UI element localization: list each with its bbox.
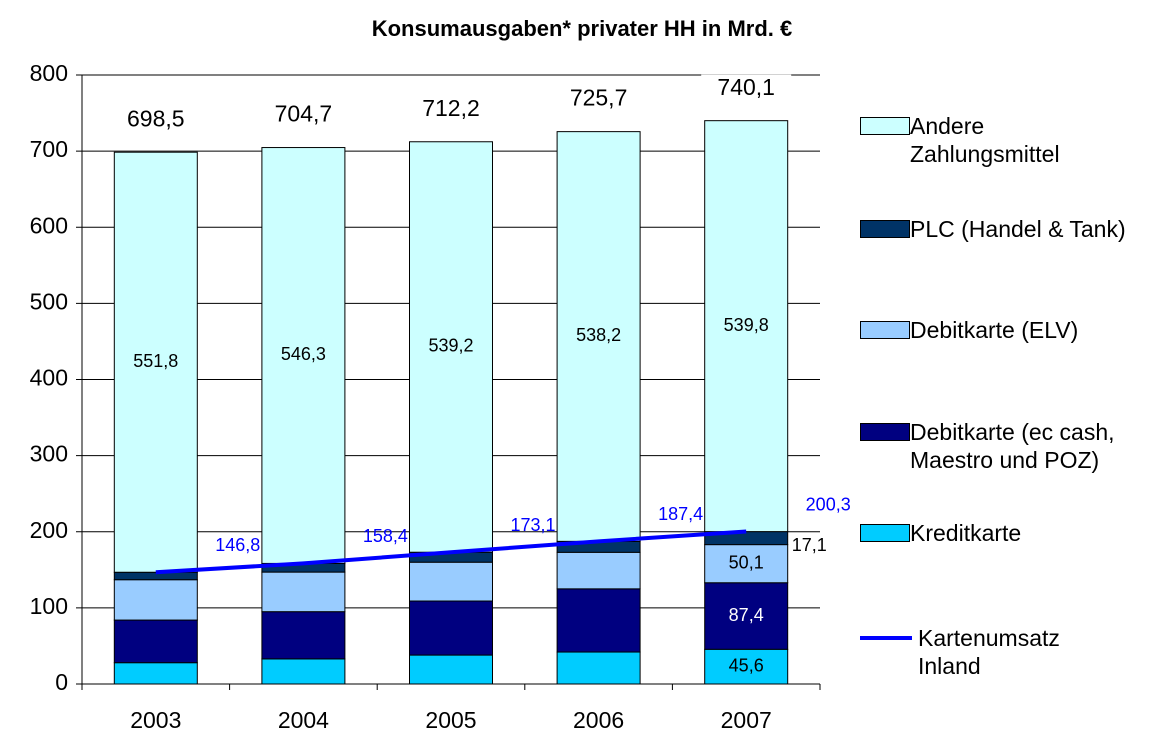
- data-label: 546,3: [281, 344, 326, 364]
- legend-swatch: [860, 636, 912, 640]
- bar-segment: [556, 588, 641, 653]
- legend-label: Andere Zahlungsmittel: [910, 113, 1060, 167]
- y-tick-label: 500: [30, 288, 68, 314]
- y-tick-label: 800: [30, 60, 68, 86]
- y-tick-label: 700: [30, 136, 68, 162]
- line-series: [155, 529, 747, 575]
- bar-segment: [261, 571, 346, 613]
- legend-item: PLC (Handel & Tank): [860, 215, 1150, 243]
- data-label: 17,1: [792, 535, 827, 555]
- line-label: 173,1: [510, 515, 555, 535]
- legend-item: Debitkarte (ec cash, Maestro und POZ): [860, 418, 1150, 474]
- data-label: 538,2: [576, 325, 621, 345]
- bar-segment: [409, 600, 493, 656]
- bar-segment: [556, 551, 641, 590]
- y-tick-label: 100: [30, 593, 68, 619]
- total-label-bg: [553, 85, 644, 114]
- total-label: 725,7: [570, 85, 628, 111]
- bar-segment: [704, 582, 789, 650]
- legend-swatch: [860, 117, 910, 135]
- y-tick-label: 300: [30, 441, 68, 467]
- line-label: 200,3: [806, 494, 851, 514]
- chart-title: Konsumausgaben* privater HH in Mrd. €: [372, 16, 793, 41]
- bar-segment: [113, 571, 198, 581]
- total-label: 740,1: [717, 74, 775, 100]
- bar-segment: [261, 658, 346, 685]
- bar-segment: [113, 662, 198, 685]
- legend-label: Debitkarte (ec cash, Maestro und POZ): [910, 419, 1115, 473]
- x-tick-label: 2006: [573, 707, 624, 733]
- total-label-bg: [406, 95, 496, 124]
- line-label: 187,4: [658, 504, 703, 524]
- legend-swatch: [860, 524, 910, 542]
- line-label: 146,8: [215, 535, 260, 555]
- x-tick-label: 2007: [721, 707, 772, 733]
- bar-segment: [409, 141, 493, 553]
- legend-item: Andere Zahlungsmittel: [860, 112, 1150, 168]
- legend-item: Debitkarte (ELV): [860, 316, 1150, 344]
- total-label-bg: [258, 101, 349, 130]
- total-label: 704,7: [275, 101, 333, 127]
- y-tick-label: 400: [30, 365, 68, 391]
- legend-label: Kreditkarte: [910, 520, 1022, 546]
- legend-item: Kartenumsatz Inland: [860, 624, 1150, 680]
- data-label: 539,8: [724, 315, 769, 335]
- legend-label: PLC (Handel & Tank): [910, 216, 1126, 242]
- x-tick-label: 2005: [425, 707, 476, 733]
- data-label: 539,2: [428, 336, 473, 356]
- bar-segment: [704, 120, 789, 533]
- legend-swatch: [860, 220, 910, 238]
- y-tick-label: 600: [30, 212, 68, 238]
- legend-label: Debitkarte (ELV): [910, 317, 1079, 343]
- line-label: 158,4: [363, 526, 408, 546]
- bar-segment: [556, 131, 641, 542]
- data-label: 45,6: [729, 655, 764, 675]
- data-label: 87,4: [729, 605, 764, 625]
- total-label-bg: [701, 74, 792, 103]
- legend-item: Kreditkarte: [860, 519, 1150, 547]
- legend-swatch: [860, 321, 910, 339]
- y-tick-label: 200: [30, 517, 68, 543]
- bar-segment: [556, 651, 641, 685]
- bar-segment: [113, 579, 198, 621]
- total-label: 698,5: [127, 105, 185, 131]
- y-tick-label: 0: [55, 669, 68, 695]
- data-label: 551,8: [133, 351, 178, 371]
- bar-segment: [409, 654, 493, 685]
- legend-label: Kartenumsatz Inland: [918, 625, 1060, 679]
- bar-segment: [113, 151, 198, 573]
- bar-segment: [409, 561, 493, 602]
- data-label: 50,1: [729, 552, 764, 572]
- legend-swatch: [860, 423, 910, 441]
- bar-segment: [113, 619, 198, 664]
- x-tick-label: 2003: [130, 707, 181, 733]
- bar-segment: [261, 611, 346, 660]
- bar-segment: [261, 147, 346, 564]
- total-label: 712,2: [422, 95, 480, 121]
- total-label-bg: [110, 106, 201, 135]
- x-tick-label: 2004: [278, 707, 329, 733]
